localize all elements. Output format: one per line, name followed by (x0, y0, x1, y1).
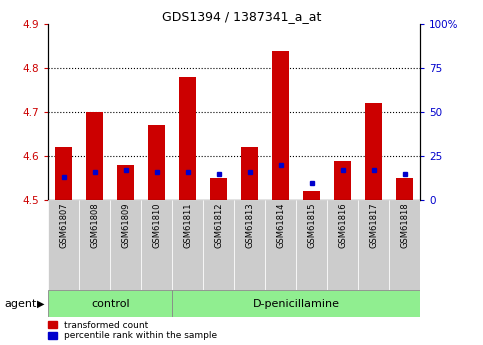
Bar (148, 125, 165, 200)
Bar (172, 290, 420, 317)
Bar (234, 200, 265, 290)
Bar (327, 200, 358, 290)
Legend: transformed count, percentile rank within the sample: transformed count, percentile rank withi… (48, 321, 217, 341)
Bar (272, 51, 289, 200)
Bar (79, 200, 110, 290)
Bar (55, 147, 72, 200)
Bar (389, 200, 420, 290)
Text: GSM61813: GSM61813 (245, 203, 254, 248)
Bar (110, 200, 142, 290)
Text: control: control (91, 299, 129, 308)
Bar (241, 147, 258, 200)
Text: GSM61809: GSM61809 (121, 203, 130, 248)
Bar (358, 200, 389, 290)
Text: D-penicillamine: D-penicillamine (253, 299, 340, 308)
Bar (117, 165, 134, 200)
Text: GDS1394 / 1387341_a_at: GDS1394 / 1387341_a_at (162, 10, 321, 23)
Text: GSM61811: GSM61811 (183, 203, 192, 248)
Bar (48, 200, 79, 290)
Text: GSM61818: GSM61818 (400, 203, 409, 248)
Bar (296, 200, 327, 290)
Text: ▶: ▶ (37, 299, 45, 308)
Bar (141, 200, 172, 290)
Bar (265, 200, 296, 290)
Text: GSM61814: GSM61814 (276, 203, 285, 248)
Text: GSM61812: GSM61812 (214, 203, 223, 248)
Text: GSM61810: GSM61810 (152, 203, 161, 248)
Text: GSM61808: GSM61808 (90, 203, 99, 248)
Bar (365, 104, 382, 200)
Bar (334, 160, 351, 200)
Text: agent: agent (5, 299, 37, 308)
Text: GSM61817: GSM61817 (369, 203, 378, 248)
Text: GSM61807: GSM61807 (59, 203, 68, 248)
Bar (396, 178, 413, 200)
Bar (179, 77, 196, 200)
Text: GSM61816: GSM61816 (338, 203, 347, 248)
Bar (203, 200, 234, 290)
Bar (48, 290, 172, 317)
Bar (210, 178, 227, 200)
Bar (303, 191, 320, 200)
Bar (86, 112, 103, 200)
Text: GSM61815: GSM61815 (307, 203, 316, 248)
Bar (172, 200, 203, 290)
